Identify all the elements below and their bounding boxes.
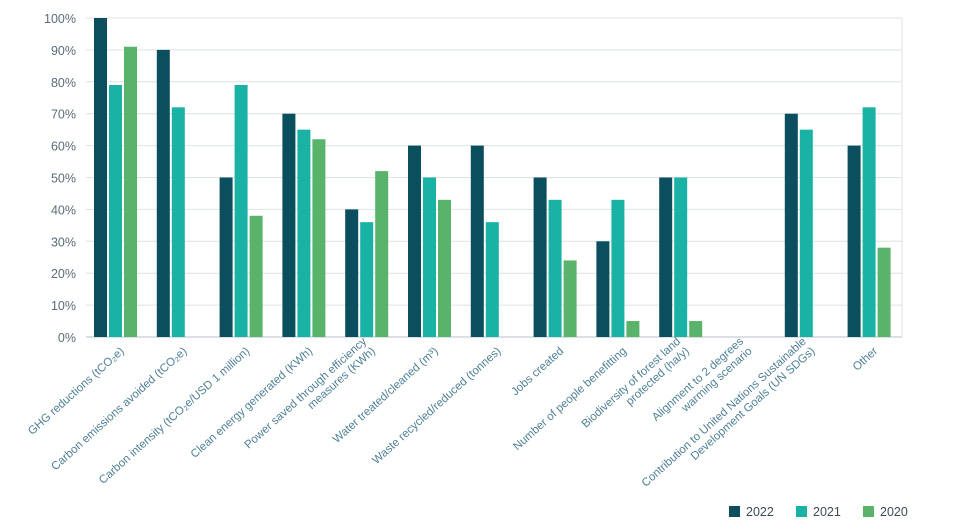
y-tick-label: 10%	[51, 299, 76, 313]
bar-2022-3	[282, 113, 296, 337]
bar-2021-1	[171, 107, 185, 337]
y-tick-label: 80%	[51, 76, 76, 90]
y-tick-label: 70%	[51, 108, 76, 122]
bar-2021-3	[297, 129, 311, 337]
legend-swatch-2020	[863, 506, 874, 517]
legend-label-2022: 2022	[746, 505, 774, 519]
y-tick-label: 40%	[51, 203, 76, 217]
legend-swatch-2021	[796, 506, 807, 517]
legend-label-2020: 2020	[880, 505, 908, 519]
x-tick-label-line: Other	[851, 345, 881, 373]
x-tick-label: Waste recycled/reduced (tonnes)	[370, 345, 503, 467]
bar-2021-8	[611, 199, 625, 337]
x-tick-label: Jobs created	[509, 345, 566, 398]
bar-2021-6	[485, 222, 499, 337]
bar-2022-1	[156, 49, 170, 338]
legend: 2022 2021 2020	[729, 505, 908, 519]
bar-2021-0	[109, 84, 122, 338]
x-tick-label-line: Carbon emissions avoided (tCO₂e)	[49, 345, 189, 473]
bar-2020-0	[124, 46, 137, 338]
y-tick-label: 100%	[44, 12, 76, 26]
x-tick-label-line: Waste recycled/reduced (tonnes)	[370, 345, 503, 467]
bar-2022-12	[847, 145, 861, 337]
bar-2022-0	[94, 18, 107, 337]
bar-2021-12	[862, 107, 876, 337]
bar-2020-7	[563, 260, 577, 337]
x-tick-label: Other	[851, 345, 881, 373]
bar-2020-9	[689, 321, 703, 337]
y-tick-label: 90%	[51, 44, 76, 58]
y-tick-label: 60%	[51, 140, 76, 154]
bar-2022-2	[219, 177, 233, 337]
bar-2022-4	[345, 209, 359, 337]
x-tick-label-line: Jobs created	[509, 345, 566, 398]
bar-2020-5	[438, 199, 451, 337]
bar-2022-9	[659, 177, 673, 337]
bar-2021-11	[799, 129, 813, 337]
y-tick-label: 50%	[51, 172, 76, 186]
bar-2022-5	[408, 145, 421, 337]
legend-label-2021: 2021	[813, 505, 841, 519]
y-axis: 0% 10% 20% 30% 40% 50% 60% 70% 80% 90% 100%	[44, 12, 76, 345]
bar-2021-7	[548, 199, 562, 337]
bar-2020-8	[626, 321, 640, 337]
bar-2022-6	[470, 145, 484, 337]
y-tick-label: 20%	[51, 267, 76, 281]
bar-2022-7	[533, 177, 547, 337]
bar-2020-3	[312, 139, 326, 337]
y-tick-label: 30%	[51, 235, 76, 249]
bar-2020-2	[249, 215, 263, 337]
bar-2020-4	[375, 171, 389, 337]
bar-2020-12	[877, 247, 891, 337]
bar-2021-4	[360, 222, 374, 337]
bar-2021-9	[674, 177, 688, 337]
bar-2021-5	[423, 177, 436, 337]
x-axis: GHG reductions (tCO₂e)Carbon emissions a…	[26, 335, 881, 489]
bar-2022-8	[596, 241, 610, 337]
y-tick-label: 0%	[58, 331, 76, 345]
bars	[94, 18, 891, 338]
bar-2022-11	[784, 113, 798, 337]
x-tick-label: Carbon emissions avoided (tCO₂e)	[49, 345, 189, 473]
bar-2021-2	[234, 84, 248, 338]
legend-swatch-2022	[729, 506, 740, 517]
